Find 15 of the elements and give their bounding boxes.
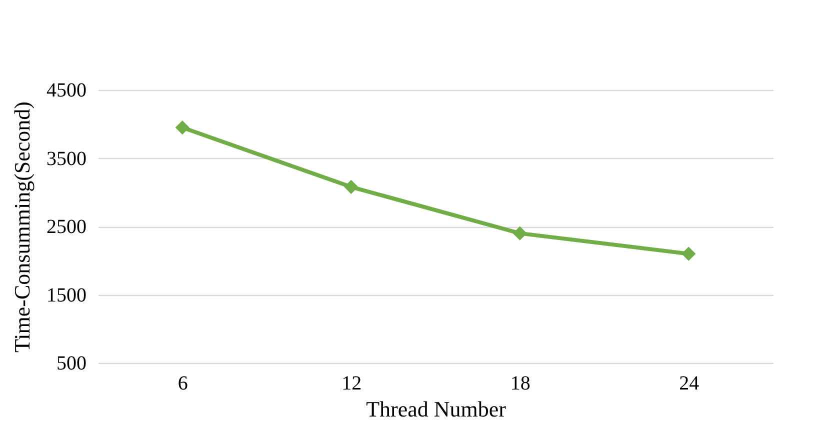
x-axis-title: Thread Number xyxy=(366,396,507,422)
x-tick-label: 12 xyxy=(342,372,362,394)
point xyxy=(682,246,696,261)
x-tick-label: 6 xyxy=(178,372,188,394)
point xyxy=(512,226,527,240)
point xyxy=(344,180,358,194)
y-tick-label: 2500 xyxy=(46,216,86,238)
y-tick-label: 3500 xyxy=(46,148,86,170)
point xyxy=(175,120,190,135)
y-tick-label: 4500 xyxy=(46,80,86,102)
x-tick-label: 18 xyxy=(510,372,530,394)
y-tick-label: 1500 xyxy=(46,284,86,306)
y-tick-label: 500 xyxy=(56,352,86,374)
x-tick-label: 24 xyxy=(679,372,700,394)
y-axis-title: Time-Consumming(Second) xyxy=(10,102,34,352)
